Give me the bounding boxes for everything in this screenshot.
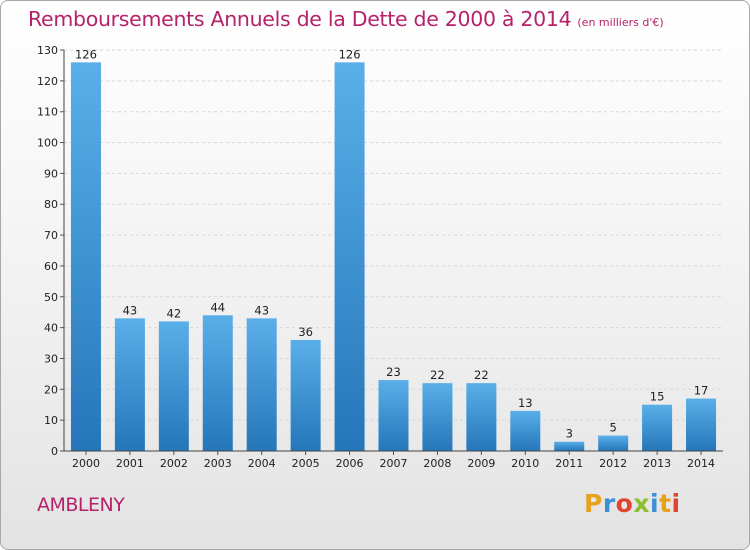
logo-letter: x [633,489,650,518]
y-tick-label: 10 [44,414,58,427]
logo-letter: P [584,489,603,518]
chart-title: Remboursements Annuels de la Dette de 20… [28,7,664,31]
value-label-2011: 3 [566,427,573,441]
logo-letter: i [671,489,681,518]
x-tick-label-2004: 2004 [248,457,276,470]
y-tick-label: 100 [37,137,58,150]
bar-2011 [554,441,585,451]
chart-subtitle: (en milliers d'€) [577,16,664,29]
bar-2006 [334,62,365,451]
bar-2009 [466,383,497,451]
bar-2007 [378,380,409,451]
y-tick-label: 130 [37,44,58,57]
y-tick-label: 30 [44,352,58,365]
x-tick-label-2013: 2013 [643,457,671,470]
bar-2008 [422,383,453,451]
value-label-2005: 36 [298,325,313,339]
value-label-2009: 22 [474,368,489,382]
bar-2014 [686,398,717,451]
y-tick-label: 50 [44,291,58,304]
x-tick-label-2014: 2014 [687,457,715,470]
value-label-2004: 43 [254,303,269,317]
value-label-2001: 43 [123,303,138,317]
logo-letter: o [615,489,634,518]
x-tick-label-2008: 2008 [423,457,451,470]
bar-2013 [642,404,673,451]
y-tick-label: 110 [37,106,58,119]
bar-2003 [202,315,233,451]
bar-2010 [510,410,541,451]
value-label-2000: 126 [75,47,97,61]
bar-2012 [598,435,629,451]
bar-2002 [158,321,189,451]
value-labels: 126 43 42 44 43 36 126 23 22 22 13 3 5 15 17 [75,47,708,440]
bar-2001 [114,318,145,451]
y-tick-label: 120 [37,75,58,88]
x-tick-label-2011: 2011 [555,457,583,470]
bar-2005 [290,339,321,451]
bars [70,62,717,451]
y-axis-ticks: 0 10 20 30 40 50 60 70 80 90 100 110 120 130 [37,44,64,458]
x-tick-label-2005: 2005 [292,457,320,470]
value-label-2006: 126 [339,47,361,61]
x-axis-ticks: 2000 2001 2002 2003 2004 2005 2006 2007 2008 2009… [72,451,715,470]
x-tick-label-2001: 2001 [116,457,144,470]
x-tick-label-2000: 2000 [72,457,100,470]
x-tick-label-2009: 2009 [467,457,495,470]
value-label-2010: 13 [518,396,533,410]
bar-2000 [70,62,101,451]
y-tick-label: 60 [44,260,58,273]
value-label-2003: 44 [210,300,225,314]
commune-name: AMBLENY [37,494,125,516]
y-tick-label: 0 [51,445,58,458]
x-tick-label-2002: 2002 [160,457,188,470]
y-tick-label: 40 [44,322,58,335]
y-tick-label: 70 [44,229,58,242]
y-tick-label: 80 [44,198,58,211]
value-label-2008: 22 [430,368,445,382]
value-label-2013: 15 [650,390,665,404]
y-tick-label: 90 [44,167,58,180]
value-label-2007: 23 [386,365,401,379]
proxiti-logo[interactable]: Proxiti [584,489,681,518]
value-label-2014: 17 [694,384,709,398]
x-tick-label-2006: 2006 [336,457,364,470]
value-label-2012: 5 [610,421,617,435]
x-tick-label-2012: 2012 [599,457,627,470]
x-tick-label-2003: 2003 [204,457,232,470]
bar-2004 [246,318,277,451]
x-tick-label-2010: 2010 [511,457,539,470]
value-label-2002: 42 [167,306,182,320]
chart-title-text: Remboursements Annuels de la Dette de 20… [28,7,572,31]
y-tick-label: 20 [44,383,58,396]
logo-letter: r [602,489,616,518]
logo-letter: t [659,489,672,518]
x-tick-label-2007: 2007 [380,457,408,470]
logo-letter: i [650,489,660,518]
